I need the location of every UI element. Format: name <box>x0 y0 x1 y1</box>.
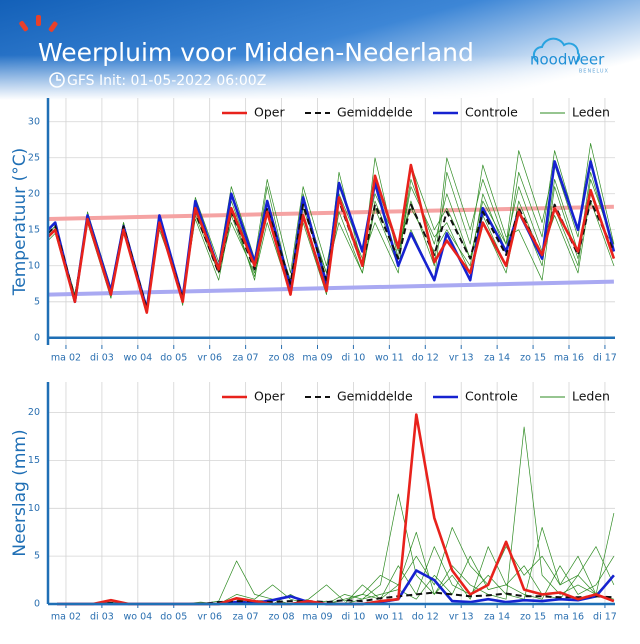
x-tick-label: zo 15 <box>520 612 546 623</box>
x-tick-label: vr 13 <box>449 353 474 364</box>
legend-label: Gemiddelde <box>337 105 413 120</box>
y-tick-label: 0 <box>34 332 40 343</box>
y-tick-label: 5 <box>34 296 40 307</box>
legend-label: Oper <box>254 389 285 404</box>
y-tick-label: 0 <box>34 599 40 610</box>
y-tick-label: 5 <box>34 551 40 562</box>
legend-label: Gemiddelde <box>337 389 413 404</box>
x-tick-label: za 14 <box>484 612 510 623</box>
x-tick-label: ma 16 <box>554 612 584 623</box>
x-tick-label: ma 02 <box>51 612 81 623</box>
x-tick-label: wo 11 <box>375 353 404 364</box>
y-axis-label: Neerslag (mm) <box>10 429 30 556</box>
logo-sub: BENELUX <box>579 69 609 75</box>
x-tick-label: zo 08 <box>269 353 295 364</box>
logo: noodweer BENELUX <box>530 37 609 75</box>
legend-label: Controle <box>465 105 518 120</box>
clock-icon <box>49 72 65 88</box>
member-line <box>57 426 614 605</box>
y-tick-label: 30 <box>28 116 40 127</box>
x-tick-label: di 10 <box>342 612 366 623</box>
x-tick-label: ma 02 <box>51 353 81 364</box>
normal-line <box>47 279 614 297</box>
x-tick-label: zo 15 <box>520 353 546 364</box>
y-tick-label: 10 <box>28 503 40 514</box>
x-tick-label: di 17 <box>593 353 617 364</box>
y-tick-label: 20 <box>28 407 40 418</box>
x-tick-label: wo 04 <box>123 353 152 364</box>
x-tick-label: za 07 <box>233 353 259 364</box>
x-tick-label: wo 04 <box>123 612 152 623</box>
y-tick-label: 25 <box>28 152 40 163</box>
x-tick-label: vr 06 <box>197 612 222 623</box>
legend-label: Leden <box>572 105 610 120</box>
x-tick-label: za 14 <box>484 353 510 364</box>
legend-label: Controle <box>465 389 518 404</box>
series-line <box>47 163 616 314</box>
x-tick-label: do 05 <box>160 612 187 623</box>
header-fade <box>0 55 640 100</box>
x-tick-label: vr 06 <box>197 353 222 364</box>
legend-label: Oper <box>254 105 285 120</box>
normal-line <box>47 204 614 221</box>
y-tick-label: 10 <box>28 260 40 271</box>
x-tick-label: ma 09 <box>302 612 332 623</box>
x-tick-label: di 03 <box>90 353 114 364</box>
x-tick-label: ma 09 <box>302 353 332 364</box>
x-tick-label: do 05 <box>160 353 187 364</box>
x-tick-label: ma 16 <box>554 353 584 364</box>
x-tick-label: do 12 <box>412 612 439 623</box>
x-tick-label: za 07 <box>233 612 259 623</box>
x-tick-label: zo 08 <box>269 612 295 623</box>
x-tick-label: di 10 <box>342 353 366 364</box>
logo-text: noodweer <box>530 51 605 69</box>
legend-label: Leden <box>572 389 610 404</box>
x-tick-label: do 12 <box>412 353 439 364</box>
subtitle: GFS Init: 01-05-2022 06:00Z <box>67 73 266 89</box>
y-axis-label: Temperatuur (°C) <box>10 148 30 296</box>
title: Weerpluim voor Midden-Nederland <box>38 38 474 67</box>
y-tick-label: 20 <box>28 188 40 199</box>
x-tick-label: di 03 <box>90 612 114 623</box>
y-tick-label: 15 <box>28 224 40 235</box>
x-tick-label: wo 11 <box>375 612 404 623</box>
sun-icon <box>19 15 58 32</box>
x-tick-label: vr 13 <box>449 612 474 623</box>
y-tick-label: 15 <box>28 455 40 466</box>
x-tick-label: di 17 <box>593 612 617 623</box>
